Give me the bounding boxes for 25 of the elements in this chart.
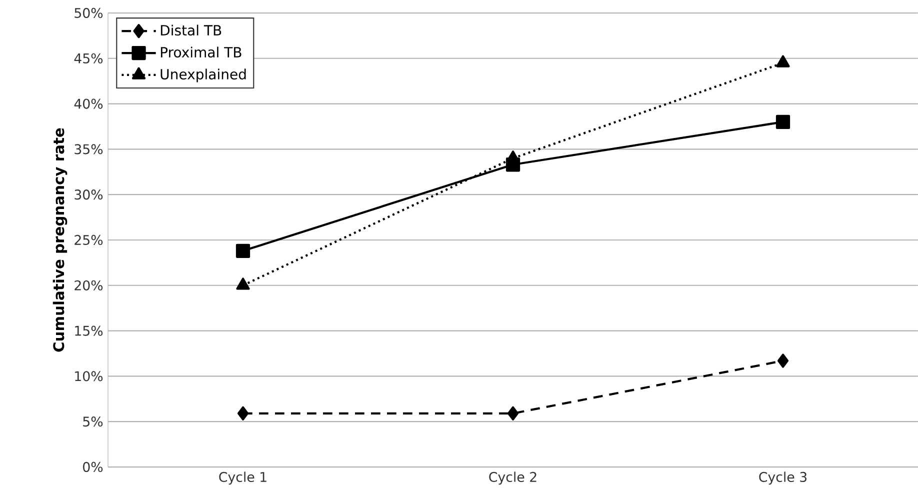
legend-label: Proximal TB [160, 46, 242, 58]
point [507, 406, 519, 420]
y-axis-title: Cumulative pregnancy rate [52, 128, 68, 352]
x-tick-label: Cycle 2 [489, 472, 536, 485]
y-tick-label: 15% [75, 326, 103, 336]
legend-label: Distal TB [160, 24, 222, 36]
y-tick-label: 50% [74, 8, 103, 18]
point [237, 406, 249, 420]
y-tick-label: 40% [74, 98, 103, 109]
point [236, 278, 250, 290]
point [776, 114, 790, 130]
y-tick-label: 0% [83, 462, 103, 472]
x-tick-label: Cycle 1 [219, 472, 266, 485]
point [236, 244, 250, 258]
point [776, 55, 790, 68]
y-tick-label: 25% [74, 234, 103, 246]
y-tick-label: 10% [75, 371, 103, 382]
y-tick-label: 5% [83, 416, 103, 427]
y-tick-label: 35% [74, 144, 103, 154]
y-tick-label: 45% [74, 53, 103, 64]
point [777, 354, 789, 368]
legend-label: Unexplained [160, 68, 246, 82]
x-tick-label: Cycle 3 [759, 472, 807, 485]
y-tick-label: 20% [74, 280, 103, 290]
y-tick-label: 30% [74, 190, 103, 200]
